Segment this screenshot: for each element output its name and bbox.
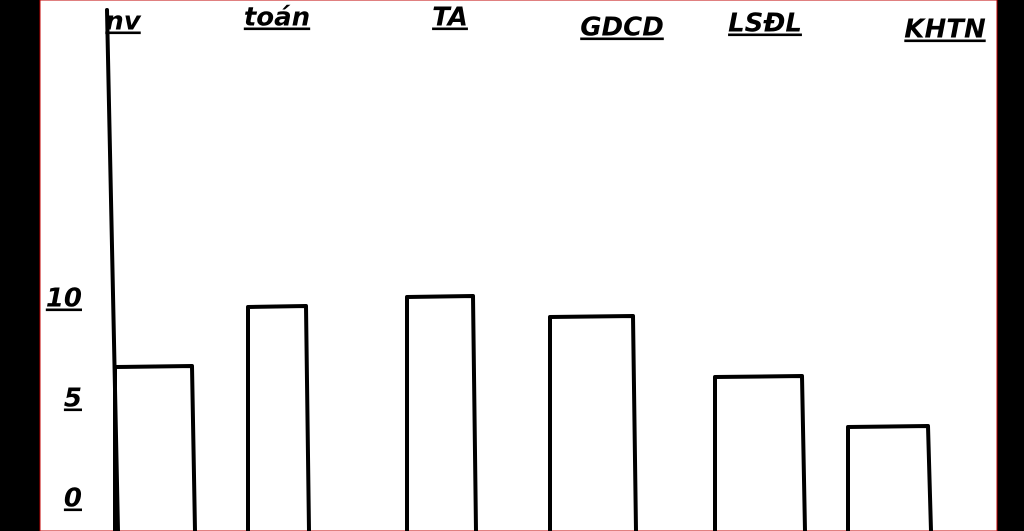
category-label: KHTN — [904, 15, 986, 45]
y-tick-label: 5 — [64, 384, 82, 414]
bar — [113, 364, 197, 531]
canvas — [39, 0, 998, 531]
bar — [846, 424, 933, 531]
bar — [713, 374, 807, 531]
category-label: GDCD — [580, 13, 664, 43]
y-tick-label: 0 — [64, 484, 82, 514]
category-label: nv — [105, 7, 142, 37]
category-label: toán — [244, 3, 310, 33]
bar — [405, 294, 478, 531]
bar — [246, 304, 311, 531]
category-label: LSĐL — [728, 9, 802, 39]
y-tick-label: 10 — [46, 284, 82, 314]
category-label: TA — [432, 3, 468, 33]
bar — [548, 314, 638, 531]
